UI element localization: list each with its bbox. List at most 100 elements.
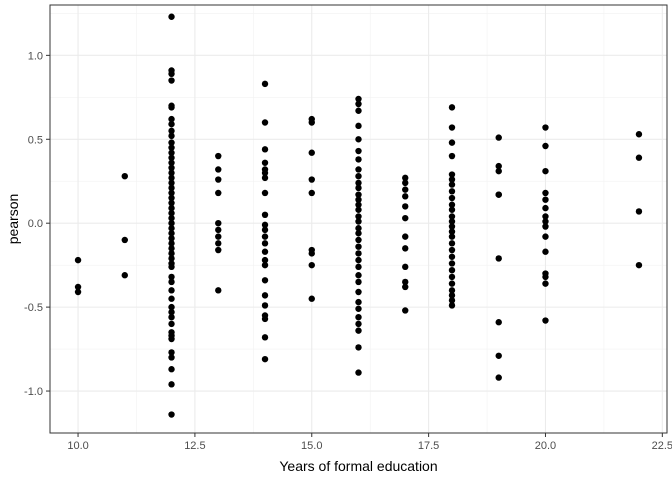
data-point xyxy=(121,236,128,244)
data-point xyxy=(355,313,362,321)
data-point xyxy=(355,122,362,130)
data-point xyxy=(355,201,362,208)
data-point xyxy=(402,283,409,291)
data-point xyxy=(355,278,362,286)
data-point xyxy=(215,176,222,183)
ticks-layer: 10.0 12.5 15.0 17.5 20.0 22.5 -1.0 -0.5 0.0 0.5 1.… xyxy=(24,50,672,452)
data-point xyxy=(308,176,315,183)
data-point xyxy=(168,132,175,140)
data-point xyxy=(261,315,269,323)
data-point xyxy=(261,277,269,284)
data-point xyxy=(168,303,175,311)
data-point xyxy=(355,213,362,220)
data-point xyxy=(402,233,409,240)
data-point xyxy=(542,233,549,240)
data-point xyxy=(542,213,549,220)
data-point xyxy=(168,194,175,202)
data-point xyxy=(542,142,549,150)
data-point xyxy=(261,355,269,363)
points-layer xyxy=(74,13,643,418)
data-point xyxy=(168,366,175,373)
data-point xyxy=(355,320,362,328)
data-point xyxy=(402,263,409,271)
data-point xyxy=(168,245,175,252)
data-point xyxy=(168,77,175,84)
data-point xyxy=(635,208,643,215)
data-point xyxy=(261,174,269,182)
data-point xyxy=(168,354,175,361)
data-point xyxy=(355,230,362,237)
data-point xyxy=(448,273,456,281)
data-point xyxy=(542,196,549,203)
data-point xyxy=(402,186,409,193)
data-point xyxy=(355,136,362,143)
data-point xyxy=(168,139,175,146)
data-point xyxy=(168,381,175,388)
data-point xyxy=(402,203,409,210)
data-point xyxy=(448,124,456,131)
data-point xyxy=(261,256,269,264)
data-point xyxy=(168,115,175,123)
data-point xyxy=(261,302,269,309)
data-point xyxy=(402,307,409,314)
data-point xyxy=(355,225,362,232)
data-point xyxy=(355,100,362,108)
data-point xyxy=(215,246,222,254)
data-point xyxy=(168,230,175,237)
data-point xyxy=(355,243,362,250)
data-point xyxy=(448,246,456,254)
data-point xyxy=(121,173,128,180)
y-axis-title: pearson xyxy=(5,194,21,245)
data-point xyxy=(355,344,362,351)
data-point xyxy=(261,233,269,240)
data-point xyxy=(355,236,362,244)
data-point xyxy=(448,194,456,202)
data-point xyxy=(168,127,175,135)
data-point xyxy=(168,144,175,151)
data-point xyxy=(168,411,175,418)
data-point xyxy=(355,327,362,334)
data-point xyxy=(448,266,456,274)
data-point xyxy=(168,159,175,166)
data-point xyxy=(542,223,549,230)
data-point xyxy=(215,287,222,294)
y-tick-label: -0.5 xyxy=(24,302,43,314)
data-point xyxy=(448,287,456,294)
y-tick-label: 0.0 xyxy=(28,218,43,230)
data-point xyxy=(261,146,269,153)
data-point xyxy=(448,223,456,230)
data-point xyxy=(448,233,456,240)
x-tick-label: 10.0 xyxy=(67,440,88,452)
data-point xyxy=(168,235,175,242)
data-point xyxy=(448,228,456,235)
data-point xyxy=(402,278,409,286)
data-point xyxy=(355,166,362,173)
data-point xyxy=(168,287,175,294)
data-point xyxy=(168,313,175,321)
data-point xyxy=(261,334,269,341)
y-tick-label: 1.0 xyxy=(28,50,43,62)
data-point xyxy=(168,209,175,217)
data-point xyxy=(308,261,315,269)
data-point xyxy=(542,189,549,197)
data-point xyxy=(215,226,222,234)
data-point xyxy=(168,70,175,78)
data-point xyxy=(355,179,362,187)
data-point xyxy=(495,162,502,170)
data-point xyxy=(355,369,362,376)
data-point xyxy=(308,250,315,257)
data-point xyxy=(495,191,502,198)
data-point xyxy=(168,204,175,212)
data-point xyxy=(448,188,456,195)
data-point xyxy=(168,320,175,328)
data-point xyxy=(168,273,175,281)
y-tick-label: 0.5 xyxy=(28,134,43,146)
data-point xyxy=(168,164,175,172)
data-point xyxy=(121,272,128,279)
data-point xyxy=(402,214,409,222)
data-point xyxy=(448,253,456,260)
data-point xyxy=(215,152,222,160)
data-point xyxy=(168,219,175,227)
data-point xyxy=(308,119,315,126)
